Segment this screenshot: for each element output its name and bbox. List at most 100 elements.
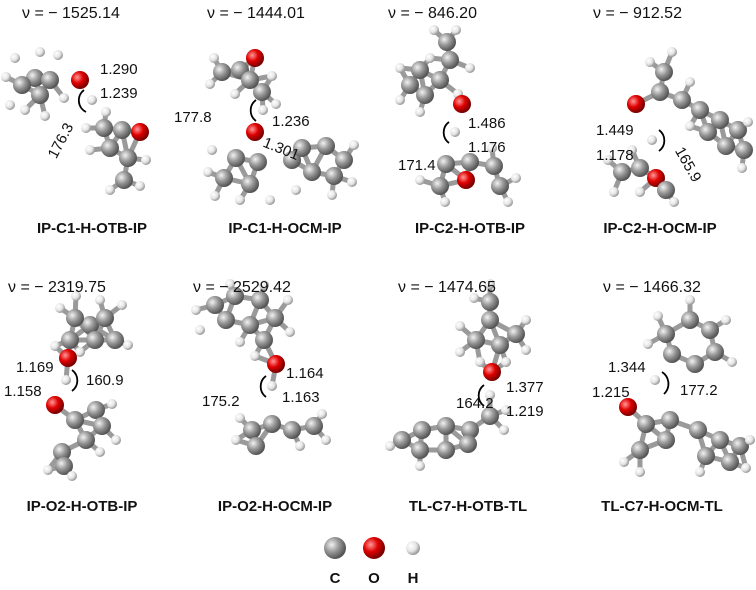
atom	[195, 325, 205, 335]
atom	[619, 457, 629, 467]
atom	[241, 316, 259, 334]
atom	[59, 349, 77, 367]
atom	[325, 167, 343, 185]
atom	[53, 443, 71, 461]
atom	[107, 399, 117, 409]
atom	[255, 331, 273, 349]
atom	[31, 86, 49, 104]
atom	[347, 177, 357, 187]
atom	[271, 99, 281, 109]
atom	[521, 345, 531, 355]
structure-name: IP-C1-H-OTB-IP	[37, 220, 147, 237]
angle-arc	[259, 375, 267, 398]
angle-arc	[77, 89, 87, 113]
atom	[267, 381, 277, 391]
structure-name: IP-C2-H-OTB-IP	[415, 220, 525, 237]
atom	[711, 111, 729, 129]
atom	[59, 93, 69, 103]
atom	[265, 195, 275, 205]
atom	[669, 197, 679, 207]
structure-name: IP-C2-H-OCM-IP	[603, 220, 716, 237]
atom	[235, 413, 245, 423]
frequency: ν = − 1474.65	[398, 279, 496, 296]
atom	[437, 441, 455, 459]
angle-arc	[661, 371, 670, 395]
atom	[203, 167, 213, 177]
atom	[438, 33, 456, 51]
atom	[450, 127, 460, 137]
structure-name: IP-C1-H-OCM-IP	[228, 220, 341, 237]
geometry-label: 1.290	[100, 61, 138, 78]
atom	[741, 463, 751, 473]
geometry-label: 1.236	[272, 113, 310, 130]
atom	[459, 435, 477, 453]
structure-name: IP-O2-H-OCM-IP	[218, 498, 332, 515]
atom	[96, 309, 114, 327]
geometry-label: 165.9	[671, 144, 704, 185]
atom	[87, 401, 105, 419]
angle-arc	[658, 129, 666, 152]
atom	[213, 63, 231, 81]
atom	[141, 155, 151, 165]
atom	[491, 336, 509, 354]
atom	[485, 390, 495, 400]
atom	[745, 435, 755, 445]
atom	[483, 363, 501, 381]
atom	[263, 415, 281, 433]
frequency: ν = − 1466.32	[603, 279, 701, 296]
atom	[291, 185, 301, 195]
geometry-label: 1.164	[286, 365, 324, 382]
atom	[13, 76, 31, 94]
atom	[411, 61, 429, 79]
atom	[491, 177, 509, 195]
atom	[735, 141, 753, 159]
atom	[743, 117, 753, 127]
atom	[266, 309, 284, 327]
atom	[93, 417, 111, 435]
atom	[635, 187, 645, 197]
atom	[653, 311, 663, 321]
legend-atom	[363, 537, 385, 559]
atom	[673, 91, 691, 109]
atom	[101, 139, 119, 157]
atom	[246, 49, 264, 67]
atom	[521, 315, 531, 325]
atom	[267, 355, 285, 373]
geometry-label: 160.9	[86, 372, 124, 389]
atom	[225, 279, 235, 289]
atom	[95, 119, 113, 137]
atom	[485, 279, 495, 289]
geometry-label: 177.2	[680, 382, 718, 399]
geometry-label: 1.169	[16, 359, 54, 376]
atom	[227, 149, 245, 167]
atom	[71, 71, 89, 89]
atom	[425, 53, 435, 63]
atom	[285, 327, 295, 337]
atom	[631, 441, 649, 459]
atom	[613, 163, 631, 181]
geometry-label: 1.176	[468, 139, 506, 156]
geometry-label: 177.8	[174, 109, 212, 126]
atom	[135, 181, 145, 191]
atom	[685, 121, 695, 131]
atom	[650, 375, 660, 385]
atom	[721, 315, 731, 325]
geometry-label: 1.215	[592, 384, 630, 401]
atom	[111, 435, 121, 445]
atom	[131, 123, 149, 141]
atom	[250, 351, 260, 361]
geometry-label: 1.377	[506, 379, 544, 396]
legend-label: O	[368, 570, 380, 587]
atom	[106, 331, 124, 349]
geometry-label: 176.3	[45, 120, 78, 161]
labels: ν = − 1525.14 IP-C1-H-OTB-IP 1.290 1.239 176…	[4, 5, 723, 587]
atom	[429, 25, 439, 35]
atom	[61, 331, 79, 349]
atom	[603, 155, 613, 165]
atom	[440, 197, 450, 207]
atom	[5, 100, 15, 110]
atom	[401, 76, 419, 94]
atom	[721, 453, 739, 471]
atom	[210, 191, 220, 201]
atom	[635, 467, 645, 477]
